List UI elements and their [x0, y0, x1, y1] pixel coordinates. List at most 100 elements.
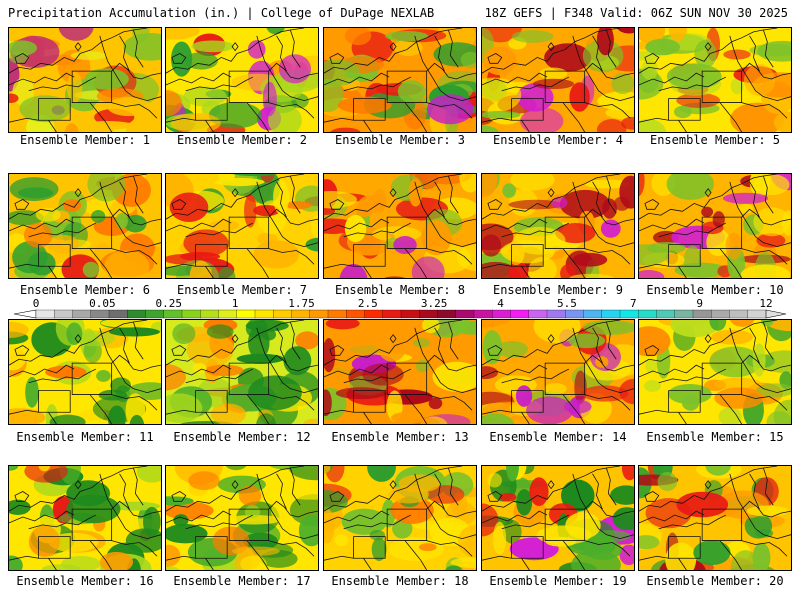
precip-blob	[644, 379, 662, 392]
colorbar-swatch	[528, 309, 548, 319]
precip-blob	[91, 210, 106, 223]
map-boundary	[487, 53, 503, 64]
colorbar-tick-label: 3.25	[420, 297, 448, 310]
precip-blob	[84, 68, 129, 90]
map-boundary	[132, 467, 144, 506]
map-boundary	[324, 28, 463, 74]
colorbar-swatch	[729, 309, 749, 319]
precip-blob	[670, 320, 720, 338]
precip-blob	[744, 64, 776, 97]
ensemble-member-label: Ensemble Member: 7	[176, 283, 308, 297]
precip-blob	[324, 389, 332, 417]
ensemble-member-label: Ensemble Member: 20	[646, 574, 784, 588]
precip-blob	[482, 125, 500, 132]
map-boundary	[639, 174, 778, 220]
colorbar-swatch	[273, 309, 292, 319]
precip-blob	[413, 338, 431, 348]
map-boundary	[38, 390, 71, 413]
map-boundary	[111, 354, 161, 372]
map-boundary	[482, 28, 621, 74]
map-boundary	[171, 491, 187, 502]
map-boundary	[343, 514, 412, 530]
precip-blob	[426, 94, 474, 125]
precip-blob	[132, 350, 161, 381]
map-boundary	[363, 412, 372, 424]
precip-blob	[666, 63, 722, 90]
precip-blob	[208, 220, 239, 232]
colorbar-swatch	[692, 309, 712, 319]
map-boundary	[572, 35, 634, 102]
colorbar-tick-label: 0.25	[155, 297, 182, 310]
precip-blob	[612, 507, 634, 531]
ensemble-map-1	[8, 27, 162, 133]
map-boundary	[111, 540, 158, 557]
map-boundary	[584, 394, 631, 411]
map-boundary	[119, 181, 130, 218]
ensemble-map-13	[323, 319, 477, 425]
precip-blob	[596, 119, 627, 132]
map-boundary	[447, 321, 459, 360]
map-boundary	[658, 514, 727, 530]
precip-blob	[166, 393, 203, 423]
precip-blob	[730, 550, 761, 570]
precip-blob	[712, 211, 725, 228]
lake-marker-icon	[74, 188, 82, 198]
map-boundary	[639, 364, 705, 378]
colorbar-max-arrow	[765, 309, 787, 319]
ensemble-map-20	[638, 465, 792, 571]
precip-blob	[385, 31, 429, 42]
map-boundary	[195, 98, 228, 121]
map-boundary	[28, 222, 97, 238]
precip-blob	[244, 505, 261, 519]
map-boundary	[363, 120, 372, 132]
colorbar	[13, 309, 787, 319]
precip-blob	[516, 83, 554, 112]
precip-blob	[701, 206, 714, 218]
colorbar-swatch	[583, 309, 603, 319]
precip-blob	[325, 320, 360, 330]
map-boundary	[741, 102, 788, 119]
precip-blob	[738, 203, 754, 214]
map-boundary	[501, 368, 570, 384]
ensemble-map-2	[165, 27, 319, 133]
map-boundary	[38, 244, 71, 267]
precip-blob	[645, 38, 681, 56]
precip-blob	[718, 407, 743, 424]
colorbar-min-arrow	[13, 309, 37, 319]
precip-blob	[377, 331, 407, 362]
precip-blob	[418, 543, 437, 552]
map-boundary	[28, 76, 97, 92]
colorbar-tick-label: 0.05	[89, 297, 116, 310]
precip-blob	[610, 485, 634, 505]
map-boundary	[111, 500, 161, 518]
precip-blob	[126, 123, 161, 132]
precip-blob	[600, 219, 621, 238]
map-boundary	[195, 536, 228, 559]
map-boundary	[741, 500, 791, 518]
ensemble-map-14	[481, 319, 635, 425]
precip-blob	[482, 366, 498, 380]
map-boundary	[324, 364, 390, 378]
precip-blob	[571, 549, 621, 570]
precip-blob	[526, 396, 574, 424]
precip-blob	[668, 383, 712, 405]
map-boundary	[353, 390, 386, 413]
ensemble-map-17	[165, 465, 319, 571]
map-boundary	[276, 327, 287, 364]
ensemble-member-label: Ensemble Member: 11	[16, 430, 154, 444]
precip-blob	[516, 489, 533, 516]
map-boundary	[729, 181, 791, 248]
precip-blob	[408, 178, 423, 207]
precip-blob	[344, 28, 372, 46]
map-boundary	[353, 98, 386, 121]
map-boundary	[404, 540, 427, 570]
map-boundary	[166, 510, 232, 524]
lake-marker-icon	[389, 188, 397, 198]
ensemble-map-4	[481, 27, 635, 133]
colorbar-swatch	[400, 309, 420, 319]
precip-blob	[411, 256, 445, 278]
map-boundary	[668, 390, 701, 413]
precip-blob	[639, 270, 665, 278]
map-boundary	[572, 327, 634, 394]
map-boundary	[678, 266, 687, 278]
